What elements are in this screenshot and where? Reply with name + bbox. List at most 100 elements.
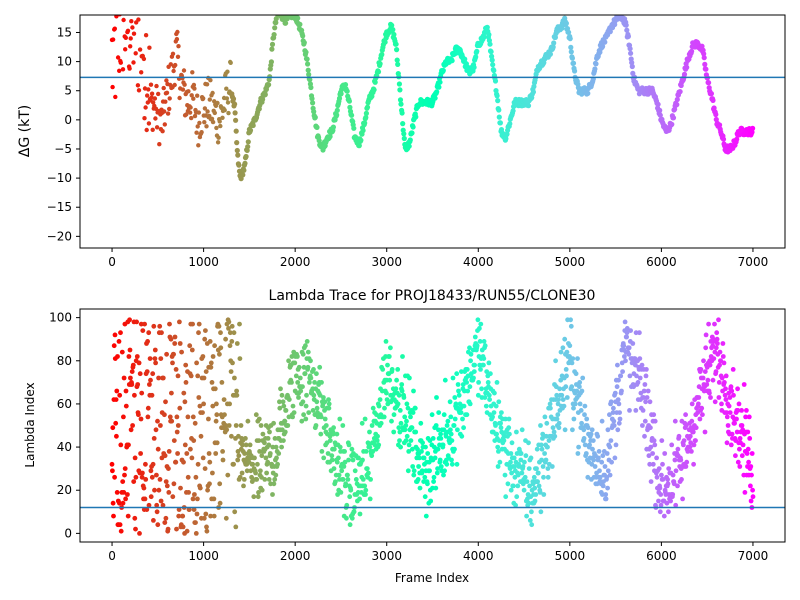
lambda-point	[543, 457, 549, 463]
lambda-point	[729, 431, 735, 437]
lambda-point	[180, 513, 186, 519]
lambda-point	[138, 451, 144, 456]
lambda-point	[522, 459, 527, 465]
lambda-point	[612, 455, 618, 461]
lambda-point	[428, 498, 434, 504]
lambda-point	[706, 321, 711, 327]
free-energy-point	[395, 61, 401, 67]
lambda-point	[747, 436, 753, 441]
lambda-x-tick-label: 2000	[280, 549, 311, 563]
lambda-point	[673, 502, 679, 508]
lambda-point	[514, 429, 519, 435]
lambda-point	[152, 487, 157, 493]
free-energy-point	[150, 127, 155, 132]
free-energy-point	[497, 120, 503, 126]
free-energy-point	[625, 33, 632, 40]
free-energy-point	[304, 56, 310, 62]
free-energy-point	[120, 67, 126, 72]
free-energy-point	[670, 115, 677, 121]
lambda-point	[129, 382, 135, 387]
lambda-point	[167, 414, 173, 420]
lambda-point	[151, 518, 156, 523]
free-energy-point	[172, 82, 177, 88]
lambda-point	[223, 515, 229, 521]
lambda-point	[317, 364, 323, 370]
lambda-point	[499, 410, 504, 415]
lambda-point	[618, 373, 624, 379]
lambda-point	[464, 412, 470, 418]
lambda-point	[482, 395, 488, 400]
lambda-point	[121, 414, 126, 420]
lambda-point	[134, 354, 140, 359]
lambda-point	[291, 410, 297, 415]
lambda-point	[266, 442, 272, 448]
lambda-point	[378, 420, 384, 426]
lambda-point	[395, 401, 401, 407]
lambda-point	[538, 442, 544, 448]
lambda-point	[214, 440, 220, 446]
lambda-point	[156, 375, 162, 381]
lambda-point	[279, 444, 284, 450]
free-energy-y-tick-label: 5	[64, 84, 72, 98]
lambda-point	[550, 425, 556, 431]
free-energy-point	[127, 66, 132, 71]
lambda-point	[273, 444, 279, 450]
lambda-point	[693, 438, 698, 443]
lambda-point	[733, 453, 738, 459]
lambda-point	[442, 468, 447, 474]
free-energy-point	[496, 114, 502, 120]
lambda-point	[737, 464, 743, 469]
free-energy-point	[194, 130, 199, 135]
lambda-point	[539, 446, 545, 452]
free-energy-point	[210, 119, 216, 125]
free-energy-point	[375, 69, 382, 75]
lambda-point	[233, 524, 239, 530]
free-energy-axes-frame	[79, 14, 786, 249]
lambda-point	[281, 403, 287, 409]
lambda-point	[205, 487, 211, 493]
lambda-point	[326, 401, 332, 407]
free-energy-point	[208, 78, 213, 83]
free-energy-point	[314, 124, 320, 130]
free-energy-point	[125, 28, 131, 33]
lambda-point	[195, 373, 201, 379]
lambda-point	[363, 487, 369, 493]
lambda-point	[743, 414, 748, 420]
lambda-point	[698, 367, 704, 372]
lambda-point	[203, 369, 209, 374]
lambda-point	[207, 339, 213, 344]
lambda-point	[172, 334, 178, 340]
free-energy-point	[407, 137, 413, 143]
lambda-point	[642, 382, 648, 387]
lambda-point	[226, 423, 232, 428]
free-energy-point	[689, 48, 695, 54]
lambda-point	[456, 392, 462, 398]
lambda-point	[184, 528, 190, 534]
lambda-point	[276, 451, 282, 456]
lambda-point	[174, 429, 180, 435]
lambda-point	[356, 455, 361, 461]
lambda-point	[272, 436, 278, 441]
lambda-point	[171, 351, 177, 357]
free-energy-point	[235, 152, 241, 158]
lambda-point	[148, 468, 154, 474]
lambda-point	[374, 438, 380, 443]
lambda-point	[417, 485, 423, 491]
free-energy-point	[184, 112, 189, 117]
free-energy-point	[657, 112, 663, 118]
lambda-point	[745, 429, 751, 435]
lambda-point	[707, 390, 712, 396]
lambda-point	[437, 457, 443, 463]
lambda-point	[416, 464, 421, 469]
free-energy-point	[592, 66, 598, 72]
lambda-point	[730, 367, 736, 372]
free-energy-point	[145, 93, 150, 98]
lambda-point	[369, 453, 375, 459]
free-energy-x-tick-label: 5000	[555, 255, 586, 269]
free-energy-point	[488, 49, 494, 55]
lambda-point	[622, 354, 627, 359]
lambda-point	[715, 341, 720, 346]
lambda-point	[331, 425, 336, 431]
lambda-point	[700, 375, 706, 381]
lambda-point	[679, 477, 684, 482]
